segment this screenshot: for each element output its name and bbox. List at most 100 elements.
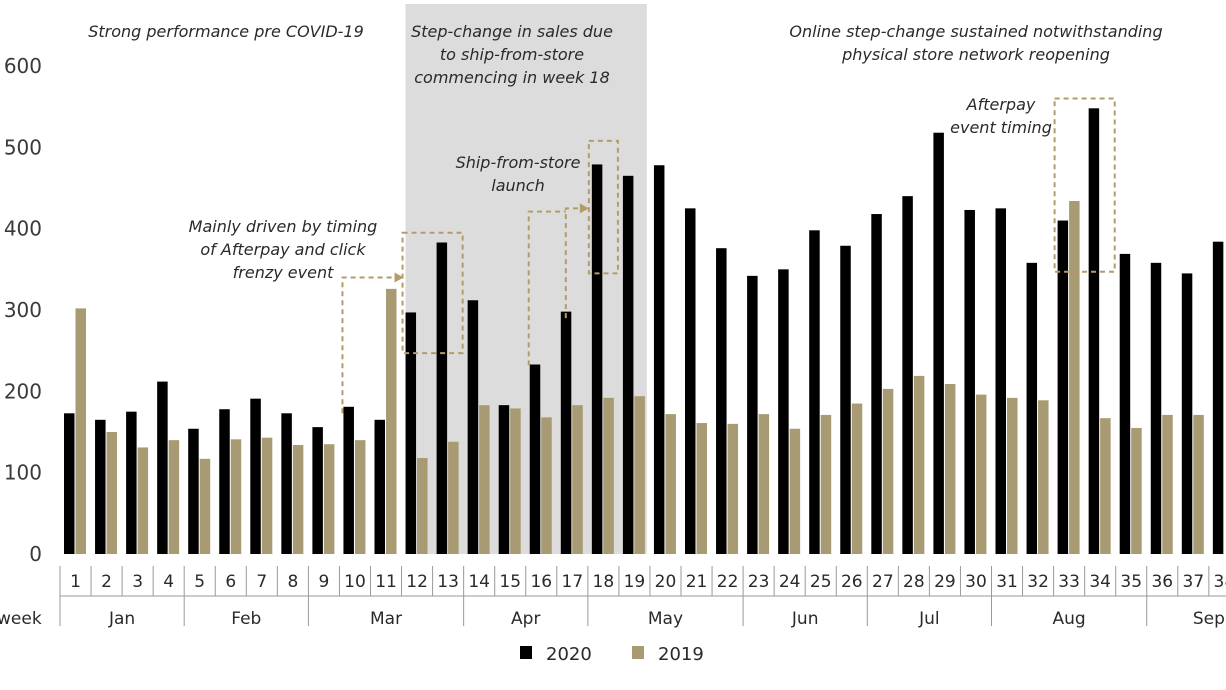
- bar-2020-week-10: [343, 406, 354, 554]
- x-tick-label-week-3: 3: [132, 572, 143, 592]
- month-label-Jul: Jul: [918, 609, 940, 629]
- x-tick-label-week-2: 2: [101, 572, 112, 592]
- x-tick-label-week-1: 1: [70, 572, 81, 592]
- bar-2020-week-14: [467, 300, 479, 554]
- y-tick-label: 300: [4, 298, 42, 322]
- bar-2019-week-12: [417, 458, 428, 554]
- annotation-line: commencing in week 18: [414, 68, 610, 87]
- bar-2020-week-25: [809, 230, 820, 555]
- bar-2019-week-3: [137, 447, 149, 554]
- legend-label-2019: 2019: [658, 644, 704, 665]
- bar-2019-week-27: [882, 388, 894, 554]
- bar-2020-week-13: [436, 242, 448, 554]
- legend-label-2020: 2020: [546, 644, 592, 665]
- x-tick-label-week-24: 24: [779, 572, 801, 592]
- x-tick-label-week-30: 30: [965, 572, 987, 592]
- x-tick-label-week-22: 22: [717, 572, 739, 592]
- x-tick-label-week-11: 11: [375, 572, 397, 592]
- bar-2020-week-2: [95, 419, 106, 554]
- annotation-line: launch: [491, 176, 544, 195]
- bar-2019-week-25: [820, 414, 832, 554]
- bar-2020-week-26: [840, 245, 851, 555]
- x-tick-label-week-7: 7: [256, 572, 267, 592]
- bar-2020-week-19: [622, 175, 634, 555]
- month-label-Feb: Feb: [231, 609, 261, 629]
- bar-2020-week-31: [995, 208, 1006, 554]
- x-tick-label-week-21: 21: [686, 572, 708, 592]
- bar-2019-week-2: [106, 432, 118, 554]
- x-tick-label-week-13: 13: [437, 572, 459, 592]
- bar-2019-week-33: [1069, 201, 1080, 554]
- bar-2019-week-14: [479, 405, 490, 554]
- month-label-Jan: Jan: [108, 609, 135, 629]
- annotation-line: of Afterpay and click: [200, 240, 366, 259]
- bar-2019-week-31: [1007, 397, 1018, 554]
- bar-2019-week-20: [665, 414, 676, 554]
- x-tick-label-week-12: 12: [406, 572, 428, 592]
- bar-2020-week-17: [560, 311, 572, 554]
- x-tick-label-week-20: 20: [655, 572, 677, 592]
- bar-2019-week-9: [323, 444, 335, 554]
- arrow-head-afterpay: [394, 272, 404, 283]
- annotation-afterpay-click-frenzy: Mainly driven by timing of Afterpay and c…: [189, 217, 378, 282]
- x-tick-label-week-34: 34: [1089, 572, 1111, 592]
- annotation-step-change: Step-change in sales due to ship-from-sto…: [411, 22, 613, 87]
- x-tick-label-week-38: 38: [1214, 572, 1226, 592]
- bar-2019-week-36: [1162, 414, 1173, 554]
- x-tick-label-week-5: 5: [194, 572, 205, 592]
- bar-2020-week-24: [778, 269, 789, 554]
- annotation-line: Online step-change sustained notwithstan…: [789, 22, 1162, 41]
- x-tick-label-week-32: 32: [1027, 572, 1049, 592]
- bar-2020-week-9: [312, 427, 323, 554]
- bar-2020-week-27: [871, 214, 882, 555]
- bar-2019-week-17: [572, 405, 583, 554]
- bar-2020-week-4: [157, 381, 168, 554]
- y-tick-label: 0: [29, 542, 42, 566]
- y-tick-label: 500: [4, 135, 42, 159]
- x-axis-label: week: [0, 609, 42, 629]
- annotation-line: Step-change in sales due: [411, 22, 613, 41]
- bar-2019-week-16: [541, 417, 552, 554]
- x-tick-label-week-14: 14: [468, 572, 490, 592]
- bar-2019-week-21: [696, 423, 707, 554]
- bar-2020-week-30: [964, 209, 975, 554]
- arrow-connector-ship-from-store-1: [527, 210, 566, 366]
- annotation-line: Afterpay: [966, 95, 1036, 114]
- bar-2020-week-37: [1181, 273, 1193, 554]
- bar-2020-week-32: [1026, 262, 1038, 554]
- x-tick-label-week-36: 36: [1151, 572, 1173, 592]
- month-label-Aug: Aug: [1053, 609, 1086, 629]
- bar-2020-week-6: [219, 409, 230, 554]
- x-tick-label-week-16: 16: [530, 572, 552, 592]
- bar-2020-week-23: [747, 275, 758, 554]
- x-tick-label-week-4: 4: [163, 572, 174, 592]
- month-label-Jun: Jun: [791, 609, 819, 629]
- arrow-connector-afterpay: [341, 276, 396, 414]
- annotation-line: frenzy event: [233, 263, 334, 282]
- bar-2019-week-13: [448, 441, 459, 554]
- bar-2020-week-34: [1088, 108, 1100, 555]
- bar-2019-week-4: [168, 440, 180, 554]
- x-tick-label-week-19: 19: [624, 572, 646, 592]
- x-tick-label-week-28: 28: [903, 572, 925, 592]
- x-tick-label-week-17: 17: [562, 572, 584, 592]
- bar-2020-week-5: [188, 428, 199, 554]
- bar-2020-week-12: [405, 312, 417, 554]
- bar-2020-week-28: [902, 196, 913, 554]
- month-label-Apr: Apr: [511, 609, 540, 629]
- bar-2019-week-26: [851, 403, 863, 554]
- bar-2020-week-7: [250, 398, 261, 554]
- bar-2020-week-16: [529, 364, 541, 554]
- x-tick-label-week-26: 26: [841, 572, 863, 592]
- bar-2019-week-19: [634, 396, 645, 554]
- bar-2019-week-24: [789, 428, 801, 554]
- annotation-pre-covid: Strong performance pre COVID-19: [88, 22, 364, 41]
- bar-2019-week-11: [386, 288, 397, 554]
- annotation-line: physical store network reopening: [841, 45, 1110, 64]
- arrow-head-ship-from-store: [579, 203, 589, 214]
- highlight-box-weeks-33-34: [1053, 97, 1116, 273]
- bar-2019-week-22: [727, 423, 739, 554]
- bar-2019-week-6: [230, 439, 242, 554]
- x-tick-label-week-6: 6: [225, 572, 236, 592]
